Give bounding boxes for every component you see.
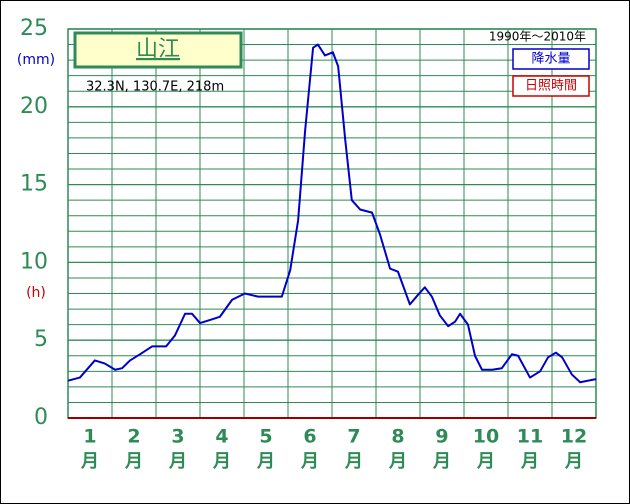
y-unit: (mm) <box>17 52 55 68</box>
legend-label: 降水量 <box>531 52 570 67</box>
x-tick-unit: 月 <box>432 451 451 472</box>
x-tick-unit: 月 <box>344 451 363 472</box>
y-tick-label: 5 <box>34 327 48 352</box>
x-tick-unit: 月 <box>300 451 319 472</box>
x-tick-unit: 月 <box>476 451 495 472</box>
x-tick-unit: 月 <box>124 451 143 472</box>
x-tick-label: 11 <box>517 426 543 448</box>
x-tick-label: 1 <box>83 426 96 448</box>
y2-unit: (h) <box>26 285 46 301</box>
x-tick-unit: 月 <box>256 451 275 472</box>
x-tick-unit: 月 <box>80 451 99 472</box>
y-tick-label: 10 <box>20 249 48 274</box>
period: 1990年〜2010年 <box>489 30 586 44</box>
y-tick-label: 25 <box>20 16 48 41</box>
x-tick-label: 5 <box>259 426 272 448</box>
x-tick-unit: 月 <box>168 451 187 472</box>
x-tick-unit: 月 <box>564 451 583 472</box>
y-tick-label: 20 <box>20 94 48 119</box>
chart-title: 山江 <box>136 37 180 62</box>
x-tick-unit: 月 <box>388 451 407 472</box>
x-tick-label: 3 <box>171 426 184 448</box>
x-tick-label: 10 <box>473 426 499 448</box>
x-tick-label: 4 <box>215 426 228 448</box>
legend-label: 日照時間 <box>525 79 577 94</box>
x-tick-label: 7 <box>347 426 360 448</box>
legend-box <box>512 48 590 70</box>
x-tick-label: 9 <box>435 426 448 448</box>
x-tick-label: 12 <box>561 426 587 448</box>
legend-box <box>512 75 590 97</box>
title-box <box>73 31 243 69</box>
x-tick-label: 2 <box>127 426 140 448</box>
x-tick-label: 8 <box>391 426 404 448</box>
x-tick-unit: 月 <box>520 451 539 472</box>
location: 32.3N, 130.7E, 218m <box>86 80 224 95</box>
x-tick-label: 6 <box>303 426 316 448</box>
precip-line <box>67 43 597 384</box>
y-tick-label: 15 <box>20 172 48 197</box>
x-tick-unit: 月 <box>212 451 231 472</box>
y-tick-label: 0 <box>34 405 48 430</box>
